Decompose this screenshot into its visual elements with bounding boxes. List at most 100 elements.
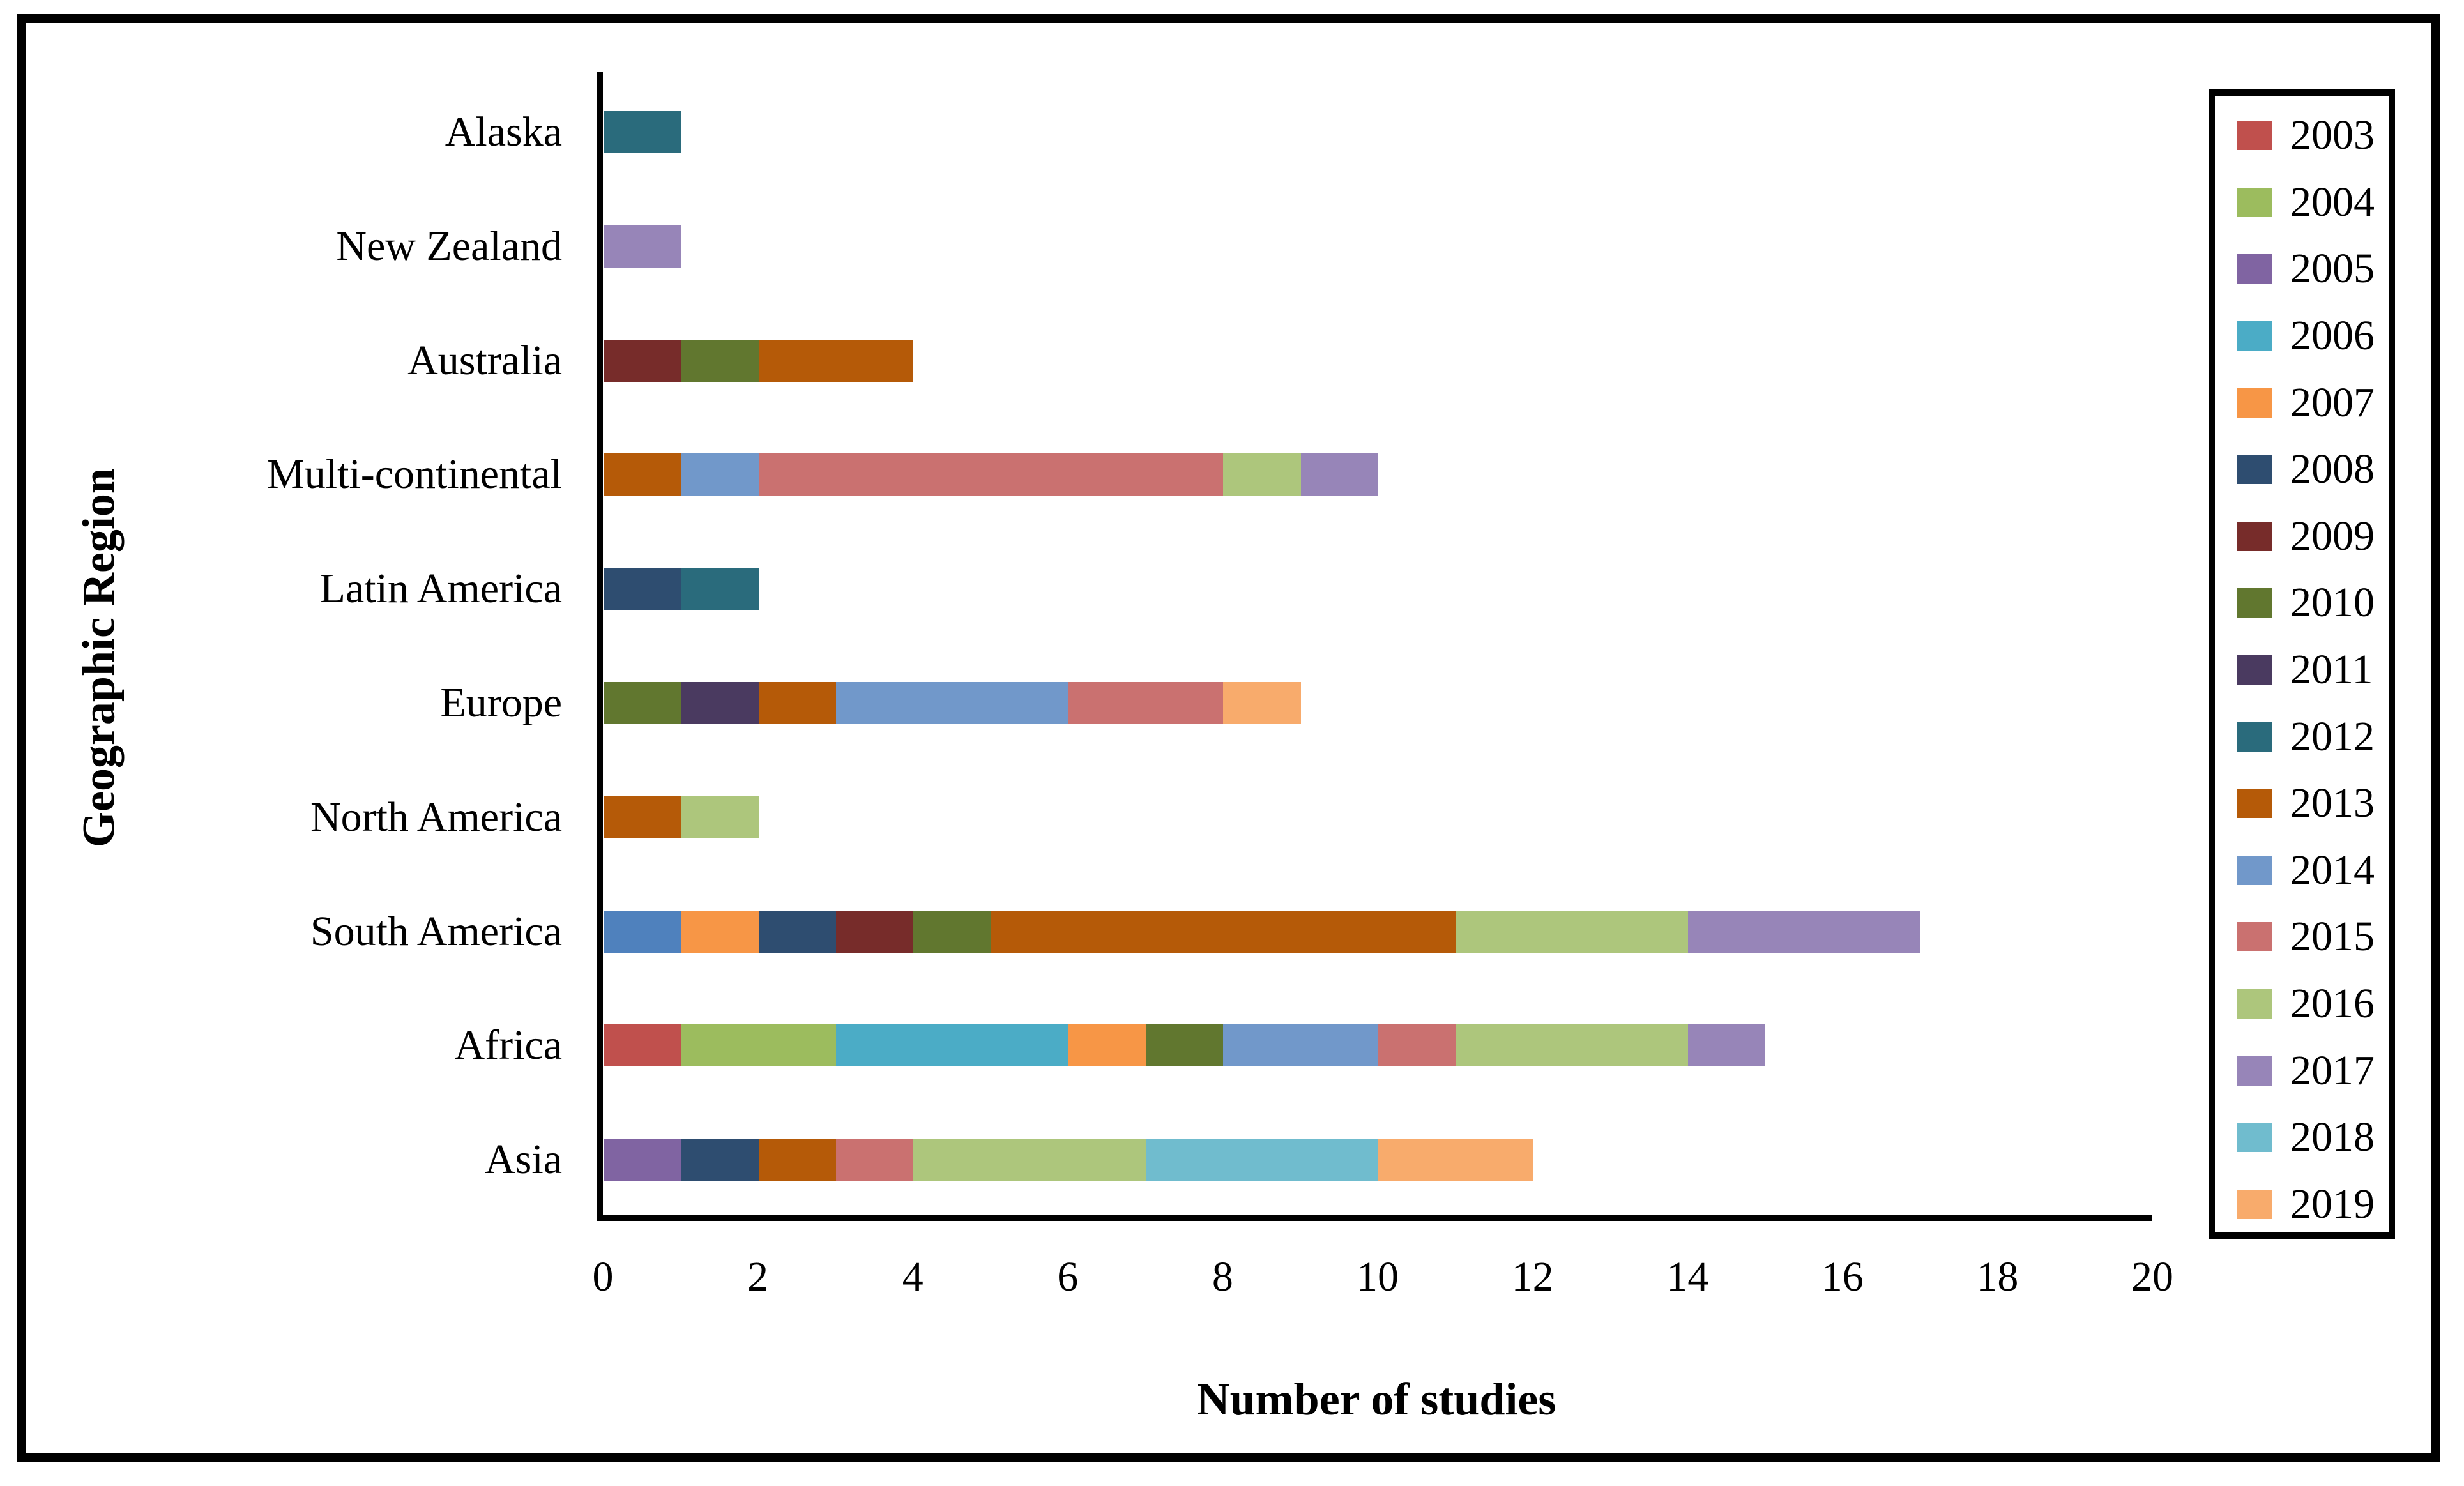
bar-segment: [758, 910, 836, 953]
legend-swatch: [2237, 455, 2272, 485]
y-axis-line: [597, 72, 603, 1221]
bar-segment: [1456, 910, 1689, 953]
bar-segment: [835, 1024, 1068, 1067]
bar-row: [604, 682, 1301, 724]
bar-segment: [604, 225, 681, 268]
legend-label: 2016: [2290, 980, 2375, 1027]
legend-label: 2005: [2290, 245, 2375, 292]
bar-segment: [681, 339, 759, 382]
bar-row: [604, 225, 681, 268]
legend-item: 2013: [2215, 770, 2389, 837]
bar-segment: [1068, 1024, 1146, 1067]
legend-item: 2011: [2215, 637, 2389, 704]
legend-item: 2003: [2215, 102, 2389, 169]
bar-segment: [604, 568, 681, 610]
legend: 2003 2004 2005 2006 2007 2008 2009 2010 2011 2012…: [2209, 89, 2395, 1239]
category-label: Latin America: [319, 565, 562, 612]
bar-segment: [758, 339, 914, 382]
legend-label: 2010: [2290, 579, 2375, 626]
bar-segment: [1223, 1024, 1378, 1067]
bar-row: [604, 1139, 1533, 1181]
x-tick-label: 16: [1821, 1254, 1864, 1300]
bar-segment: [913, 910, 991, 953]
bar-segment: [1223, 453, 1301, 496]
bar-segment: [1068, 682, 1224, 724]
category-label: Europe: [440, 679, 562, 726]
bar-segment: [604, 1139, 681, 1181]
legend-item: 2008: [2215, 436, 2389, 503]
legend-item: 2018: [2215, 1104, 2389, 1171]
bar-segment: [604, 1024, 681, 1067]
legend-swatch: [2237, 321, 2272, 351]
legend-item: 2009: [2215, 503, 2389, 570]
y-axis-title: Geographic Region: [73, 468, 125, 847]
legend-label: 2012: [2290, 713, 2375, 760]
bar-segment: [835, 682, 1068, 724]
bar-row: [604, 1024, 1766, 1067]
bar-row: [604, 339, 914, 382]
bar-segment: [991, 910, 1456, 953]
legend-label: 2011: [2290, 646, 2373, 694]
legend-label: 2006: [2290, 312, 2375, 360]
legend-swatch: [2237, 121, 2272, 151]
legend-item: 2004: [2215, 169, 2389, 236]
legend-item: 2015: [2215, 904, 2389, 971]
legend-swatch: [2237, 1189, 2272, 1219]
legend-item: 2017: [2215, 1037, 2389, 1104]
legend-swatch: [2237, 789, 2272, 819]
bar-row: [604, 453, 1378, 496]
bar-segment: [1378, 1024, 1456, 1067]
x-tick-label: 4: [902, 1254, 924, 1300]
legend-item: 2014: [2215, 837, 2389, 904]
legend-label: 2008: [2290, 446, 2375, 493]
legend-label: 2019: [2290, 1180, 2375, 1227]
legend-item: 2019: [2215, 1171, 2389, 1238]
legend-label: 2007: [2290, 379, 2375, 426]
category-label: Australia: [407, 337, 562, 384]
x-tick-label: 18: [1976, 1254, 2019, 1300]
category-label: Alaska: [445, 109, 562, 155]
x-tick-label: 2: [747, 1254, 769, 1300]
bar-row: [604, 910, 1921, 953]
legend-swatch: [2237, 521, 2272, 551]
bar-segment: [1146, 1024, 1224, 1067]
legend-item: 2006: [2215, 303, 2389, 370]
legend-item: 2010: [2215, 570, 2389, 637]
x-tick-label: 8: [1212, 1254, 1233, 1300]
legend-swatch: [2237, 855, 2272, 885]
legend-swatch: [2237, 588, 2272, 618]
bar-segment: [1223, 682, 1301, 724]
category-label: New Zealand: [336, 222, 562, 269]
category-label: Asia: [485, 1136, 562, 1183]
legend-item: 2007: [2215, 369, 2389, 436]
bar-segment: [681, 568, 759, 610]
x-tick-label: 20: [2131, 1254, 2173, 1300]
legend-swatch: [2237, 655, 2272, 685]
bar-segment: [1456, 1024, 1689, 1067]
bar-segment: [681, 1024, 836, 1067]
legend-swatch: [2237, 989, 2272, 1019]
category-label: Multi-continental: [267, 451, 562, 498]
bar-segment: [604, 453, 681, 496]
bar-segment: [604, 339, 681, 382]
legend-label: 2015: [2290, 913, 2375, 960]
x-tick-label: 10: [1357, 1254, 1399, 1300]
legend-label: 2003: [2290, 112, 2375, 159]
legend-label: 2018: [2290, 1114, 2375, 1161]
x-tick-label: 0: [592, 1254, 614, 1300]
bar-segment: [1688, 1024, 1766, 1067]
bar-row: [604, 568, 759, 610]
bar-row: [604, 111, 681, 153]
x-tick-label: 6: [1057, 1254, 1079, 1300]
x-tick-label: 14: [1666, 1254, 1709, 1300]
bar-segment: [681, 1139, 759, 1181]
bar-segment: [604, 796, 681, 838]
bar-segment: [835, 910, 914, 953]
bar-segment: [835, 1139, 914, 1181]
legend-label: 2014: [2290, 846, 2375, 893]
x-axis-line: [597, 1215, 2152, 1221]
legend-item: 2012: [2215, 703, 2389, 770]
legend-item: 2016: [2215, 971, 2389, 1038]
